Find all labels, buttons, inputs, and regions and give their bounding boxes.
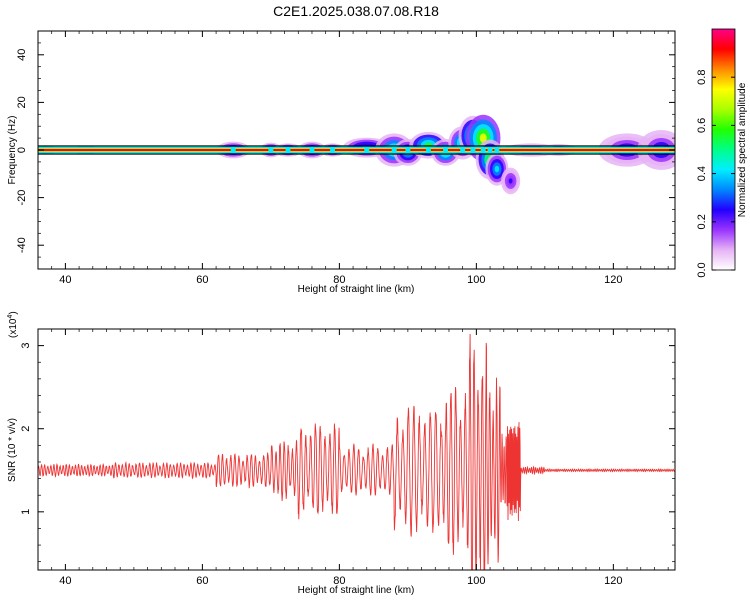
colorbar-tick-label: 0.2 [696,214,708,229]
y-tick-label: 3 [20,343,32,349]
colorbar-tick-label: 0.8 [696,70,708,85]
spectrogram-heatmap [38,114,675,195]
y-tick-label: -40 [16,237,28,253]
spectrogram-panel: 40 60 80 100 120 40 20 0 -20 -40 Height of straig… [7,30,676,295]
snr-ticks: 40 60 80 100 120 3 2 1 [20,329,675,587]
figure-title: C2E1.2025.038.07.08.R18 [273,3,439,19]
band-layer [38,148,675,152]
band-bead [425,147,432,153]
y-tick-label: 0 [16,147,28,153]
spectral-blob [479,133,487,143]
snr-ylabel: SNR (10 * v/v) [7,418,18,482]
band-bead [285,147,291,153]
band-bead [391,147,397,153]
y-tick-label: 1 [20,509,32,515]
band-bead [460,147,466,153]
band-bead [405,147,411,153]
y-tick-label: 40 [16,49,28,61]
snr-frame [37,328,676,571]
colorbar-tick-label: 0.4 [696,166,708,181]
x-tick-label: 40 [59,274,71,286]
spectral-blob [494,165,500,173]
colorbar-tick-label: 0.6 [696,118,708,133]
band-bead [268,147,274,153]
colorbar-tick-label: 0.0 [696,262,708,277]
x-tick-label: 120 [604,575,622,587]
colorbar-label: Normalized spectral amplitude [737,82,748,217]
band-bead [480,147,486,153]
spectrogram-ticks: 40 60 80 100 120 40 20 0 -20 -40 [16,30,675,286]
x-tick-label: 80 [333,274,345,286]
spectral-blob [508,178,513,184]
x-tick-label: 100 [467,575,485,587]
colorbar: 0.0 0.2 0.4 0.6 0.8 Normalized spectral ampl… [696,28,748,278]
x-tick-label: 120 [604,274,622,286]
spectrogram-ylabel: Frequency (Hz) [7,116,18,185]
colorbar-ticks: 0.0 0.2 0.4 0.6 0.8 [696,70,735,278]
snr-panel: 40 60 80 100 120 3 2 1 Height of straight line … [7,311,676,596]
x-tick-label: 60 [196,575,208,587]
snr-series-line [38,333,675,570]
band-bead [364,147,370,153]
x-tick-label: 100 [467,274,485,286]
y-tick-label: 2 [20,426,32,432]
colorbar-scale [711,28,736,271]
x-tick-label: 80 [333,575,345,587]
band-bead [470,147,476,153]
spectrogram-xlabel: Height of straight line (km) [298,284,415,295]
band-bead [329,147,336,153]
band-bead [230,147,236,153]
band-bead [442,147,449,153]
x-tick-label: 60 [196,274,208,286]
snr-scale-label: (x104) [7,311,19,338]
band-bead [487,147,493,153]
y-tick-label: 20 [16,96,28,108]
y-tick-label: -20 [16,190,28,206]
x-tick-label: 40 [59,575,71,587]
snr-xlabel: Height of straight line (km) [298,585,415,596]
band-bead [494,147,500,153]
band-bead [309,147,315,153]
